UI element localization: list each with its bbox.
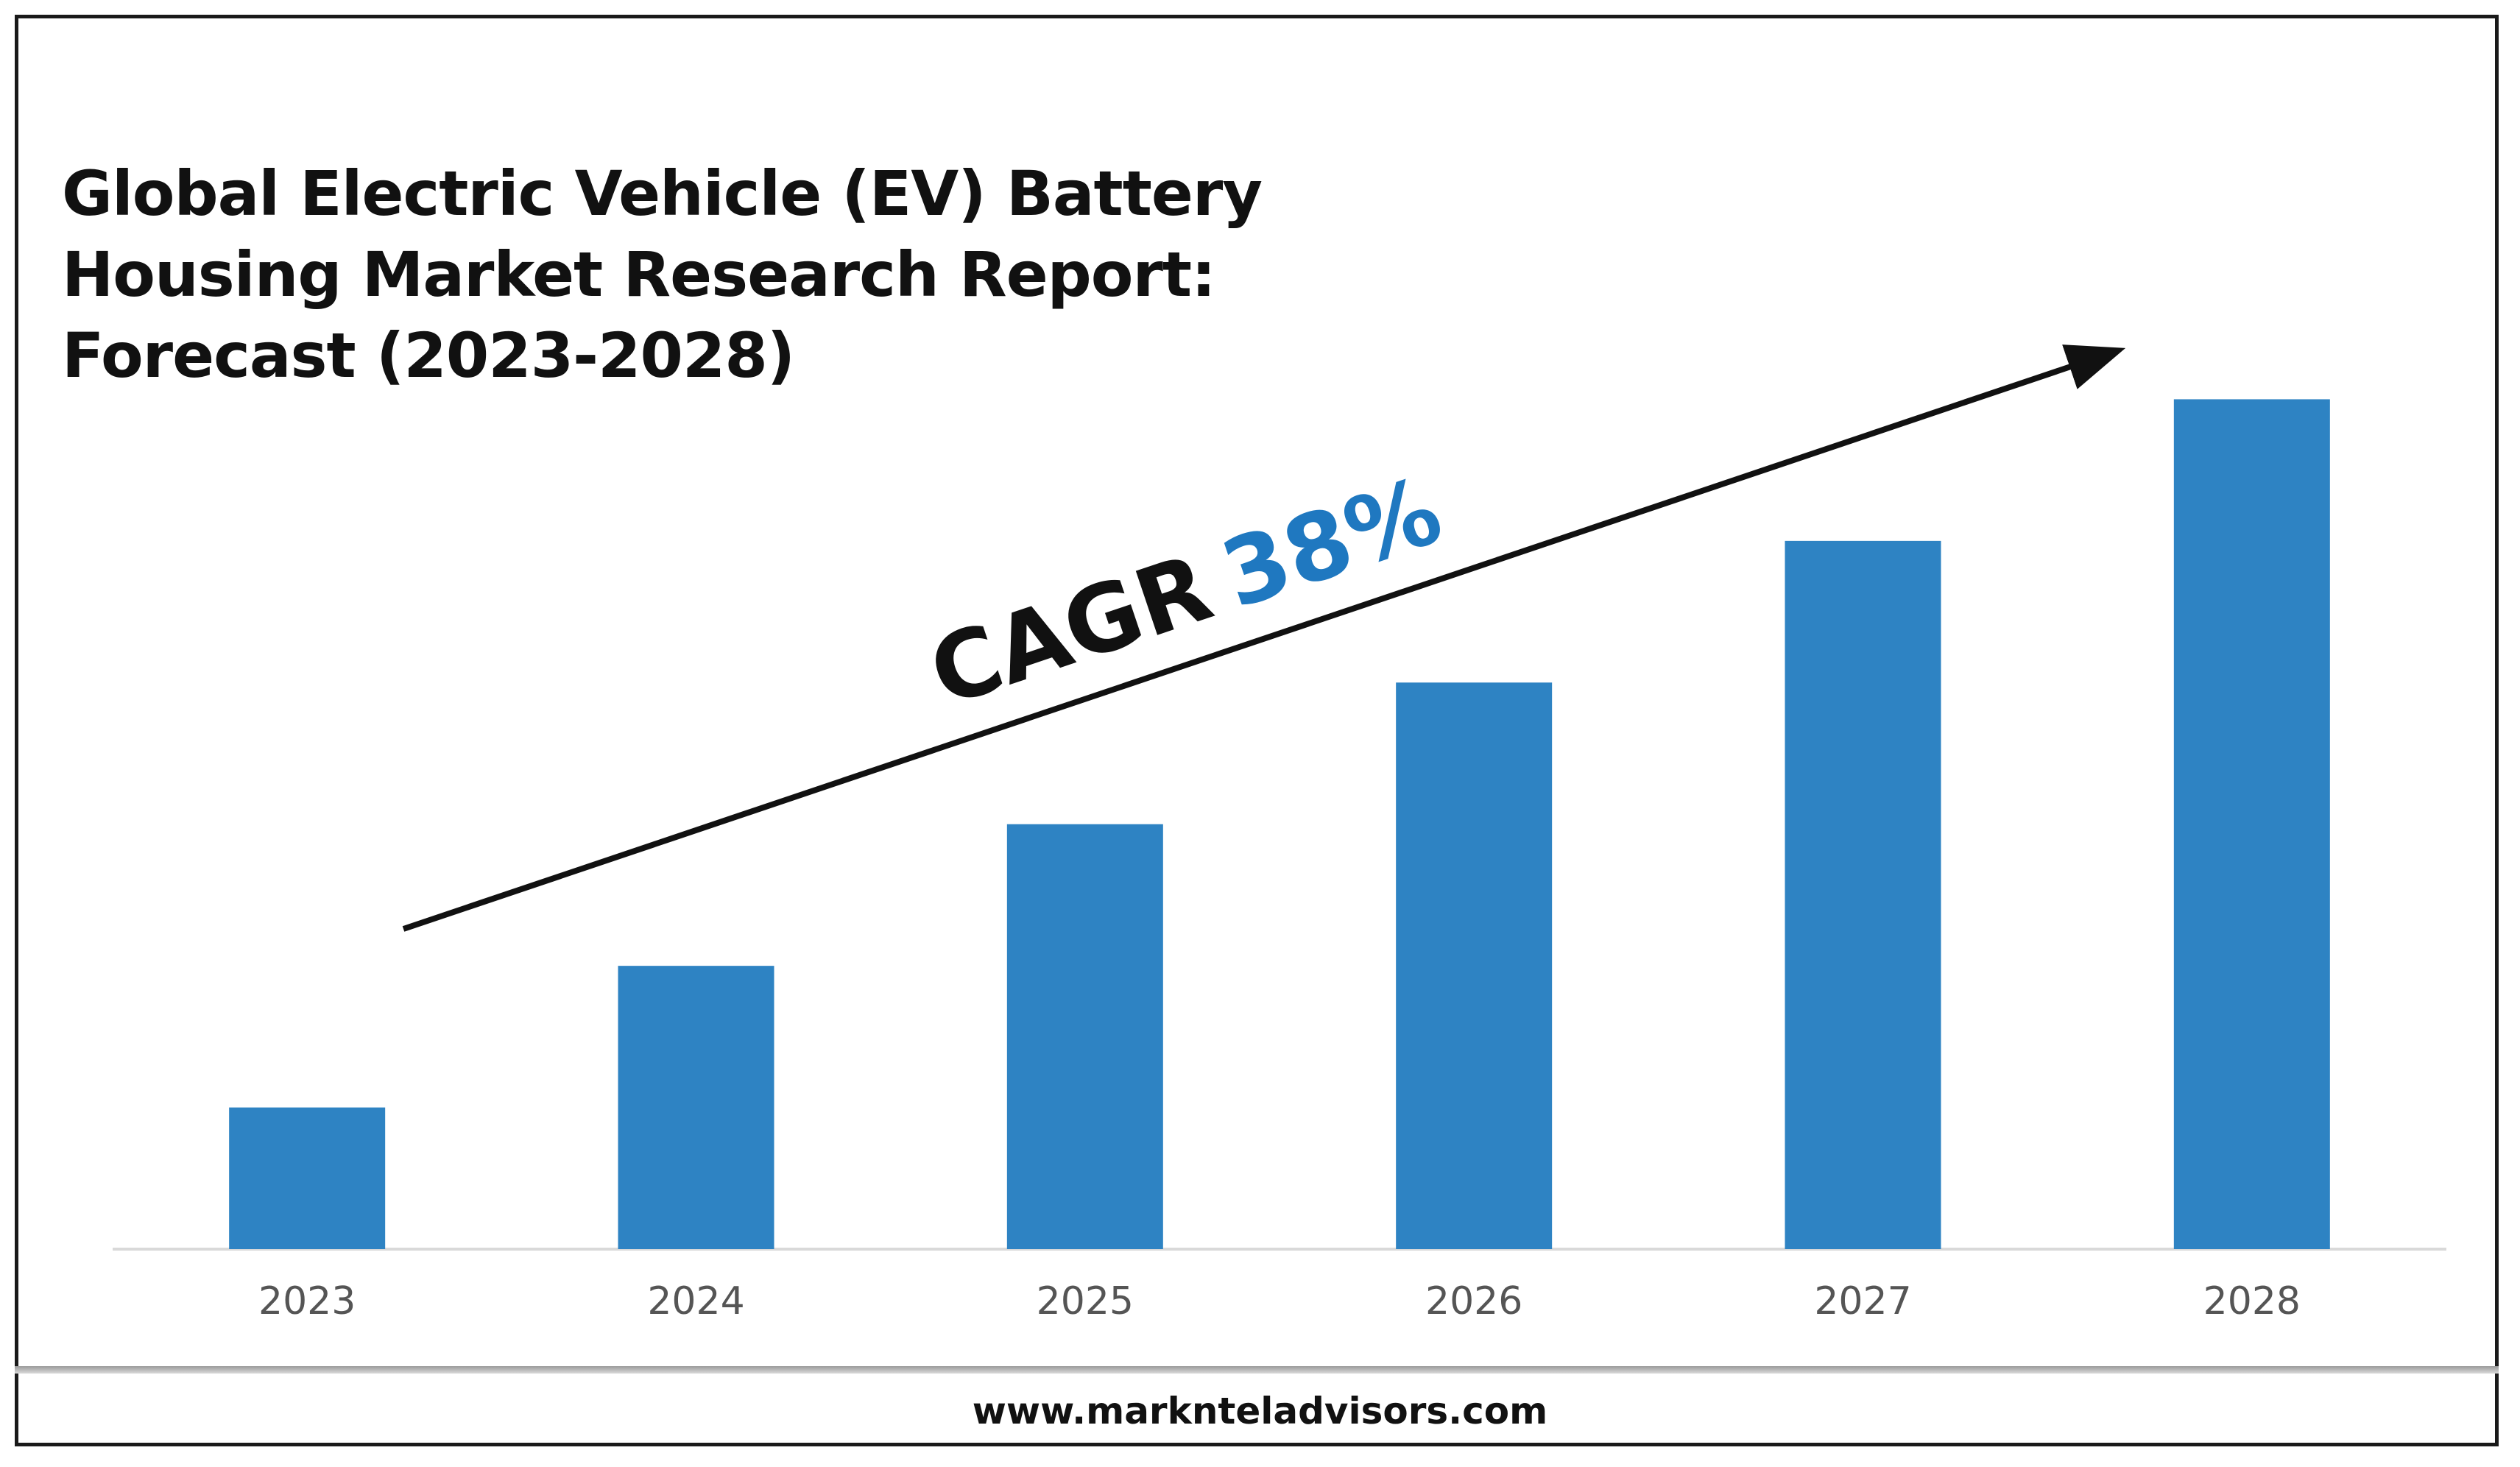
- x-tick-label-2024: 2024: [647, 1279, 744, 1323]
- x-tick-label-2023: 2023: [258, 1279, 356, 1323]
- footer-divider: [15, 1366, 2499, 1374]
- bar-2025: [1006, 824, 1163, 1249]
- cagr-value: 38%: [1209, 456, 1454, 629]
- bar-2028: [2173, 399, 2330, 1249]
- x-tick-label-2026: 2026: [1425, 1279, 1522, 1323]
- bar-2024: [618, 966, 774, 1249]
- bar-2027: [1785, 540, 1941, 1249]
- bar-2026: [1396, 682, 1553, 1249]
- x-tick-label-2027: 2027: [1814, 1279, 1911, 1323]
- bar-2023: [229, 1107, 386, 1249]
- x-tick-labels: 2023 2024 2025 2026 2027 2028: [258, 1279, 2301, 1323]
- trend-arrow: [402, 344, 2126, 932]
- cagr-label: CAGR: [917, 534, 1224, 728]
- footer-website-link[interactable]: www.marknteladvisors.com: [972, 1390, 1548, 1432]
- chart-title-line-2: Housing Market Research Report:: [62, 238, 1216, 311]
- x-tick-label-2028: 2028: [2203, 1279, 2301, 1323]
- chart-title-line-3: Forecast (2023-2028): [62, 319, 795, 392]
- chart-title-line-1: Global Electric Vehicle (EV) Battery: [62, 158, 1263, 230]
- bars-group: [229, 399, 2330, 1249]
- chart-title: Global Electric Vehicle (EV) Battery Hou…: [62, 153, 1313, 396]
- x-tick-label-2025: 2025: [1037, 1279, 1134, 1323]
- cagr-annotation: CAGR38%: [917, 456, 1454, 727]
- chart-frame: [15, 15, 2499, 1446]
